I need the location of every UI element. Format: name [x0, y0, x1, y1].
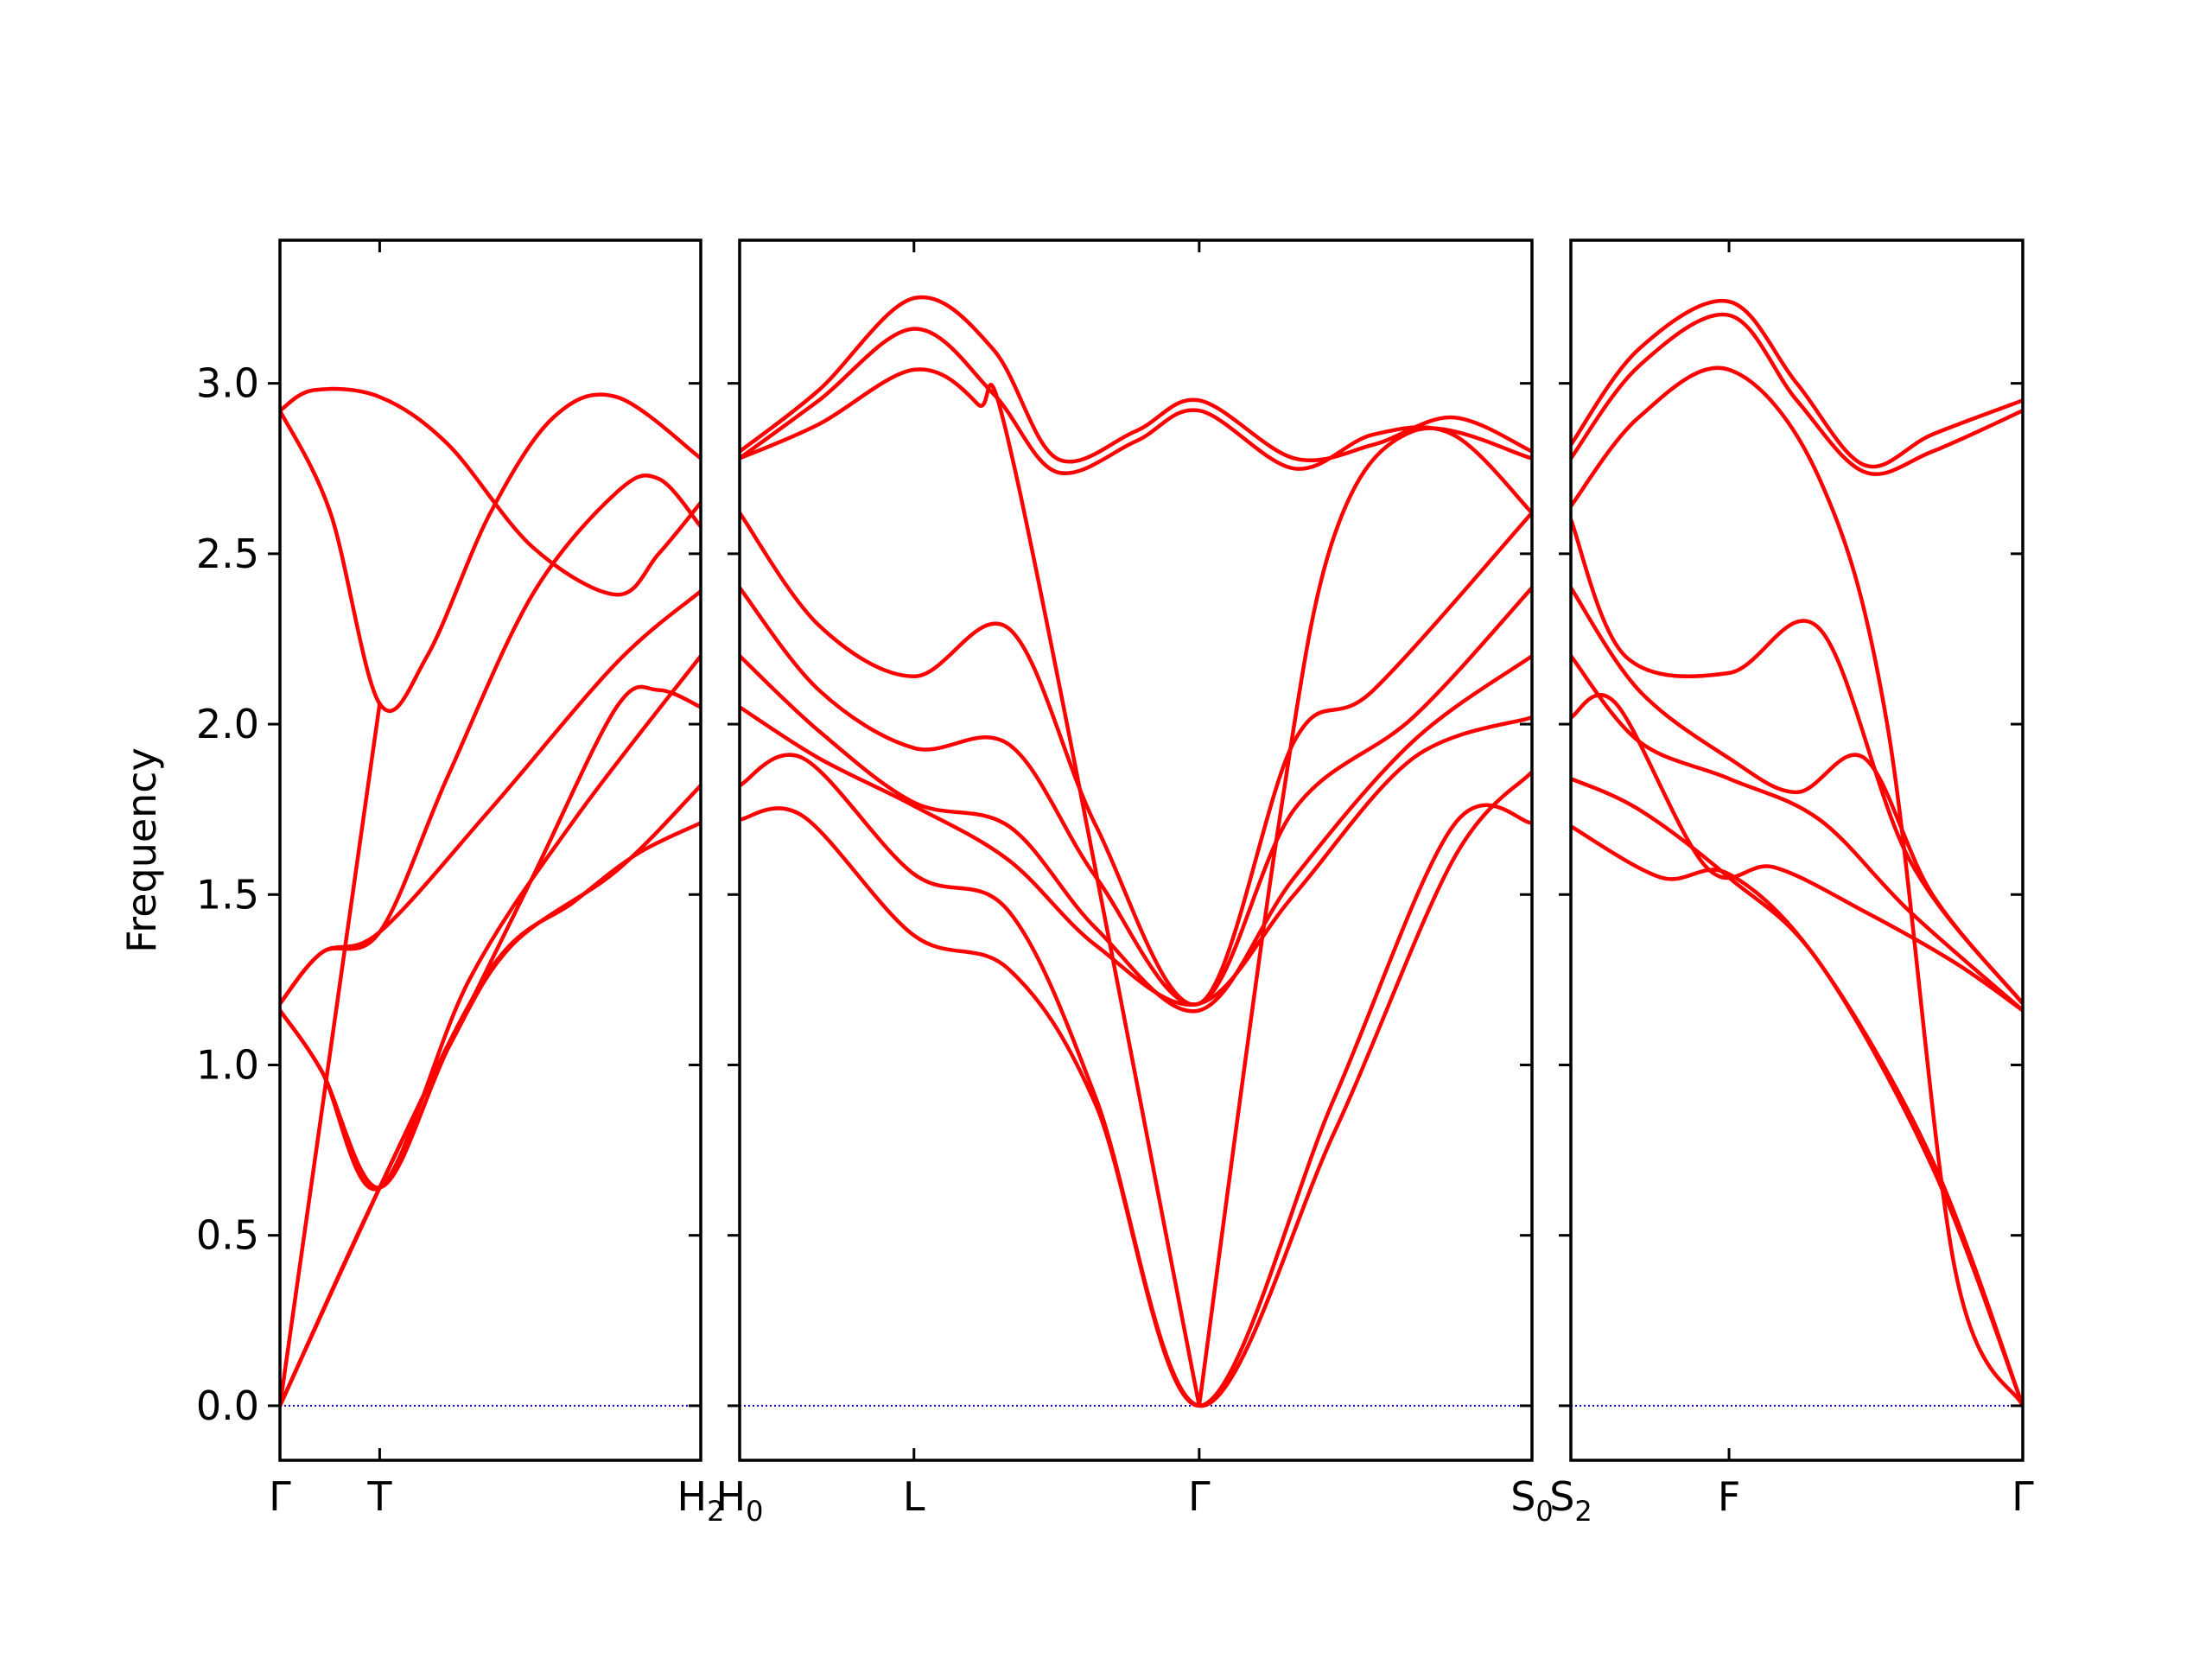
x-tick-label: L	[903, 1473, 925, 1520]
band-line-4	[740, 511, 1532, 1007]
x-tick-label: F	[1718, 1473, 1740, 1520]
band-line-8	[280, 783, 701, 1408]
x-tick-label: Γ	[269, 1473, 291, 1520]
band-line-1	[740, 295, 1532, 464]
bands	[740, 295, 1532, 1408]
y-tick-label: 2.0	[196, 701, 259, 747]
x-tick-label: Γ	[1188, 1473, 1211, 1520]
band-line-2	[1571, 312, 2023, 476]
band-line-5	[280, 702, 382, 1408]
bands	[280, 386, 701, 1408]
band-line-3	[1571, 365, 2023, 1408]
band-line-8	[1571, 776, 2023, 1408]
y-tick-label: 1.5	[196, 871, 259, 918]
band-line-10	[1197, 426, 1532, 1408]
panel-frame	[738, 238, 1534, 1462]
x-tick-label: H2	[677, 1473, 725, 1528]
band-line-7	[740, 705, 1532, 1007]
panel-2: H0 L Γ S0	[716, 238, 1554, 1528]
band-line-6	[1571, 653, 2023, 1013]
panel-frame	[1569, 238, 2024, 1462]
band-line-9	[740, 803, 1532, 1408]
band-line-9	[1571, 824, 2023, 1408]
band-line-5	[1571, 586, 2023, 1006]
y-axis-label: Frequency	[118, 747, 165, 953]
y-tick-label: 0.0	[196, 1382, 259, 1429]
band-line-7	[1571, 693, 2023, 1013]
band-line-4	[280, 588, 701, 1006]
band-line-7	[280, 653, 701, 1192]
panel-1: 0.0 0.5 1.0 1.5 2.0 2.5 3.0 Γ T H2	[196, 238, 725, 1528]
y-tick-label: 3.0	[196, 360, 259, 407]
band-line-3	[740, 367, 1202, 1408]
y-axis-label-group: Frequency	[118, 747, 165, 953]
band-line-5	[740, 586, 1532, 1007]
x-tick-label: H0	[716, 1473, 764, 1528]
x-tick-label: T	[366, 1473, 392, 1520]
band-line-9	[280, 821, 701, 1408]
x-tick-label: Γ	[2012, 1473, 2034, 1520]
y-tick-label: 2.5	[196, 531, 259, 577]
band-line-6	[280, 684, 701, 1190]
bands	[1571, 298, 2023, 1408]
y-tick-label: 0.5	[196, 1212, 259, 1259]
x-tick-label: S2	[1549, 1473, 1592, 1528]
y-tick-label: 1.0	[196, 1041, 259, 1088]
panel-frame	[278, 238, 702, 1462]
band-line-2	[740, 327, 1532, 515]
panel-3: S2 F Γ	[1549, 238, 2034, 1528]
x-tick-label: S0	[1510, 1473, 1554, 1528]
band-line-1	[1571, 298, 2023, 469]
band-line-2	[280, 392, 701, 713]
band-line-6	[740, 653, 1532, 1014]
